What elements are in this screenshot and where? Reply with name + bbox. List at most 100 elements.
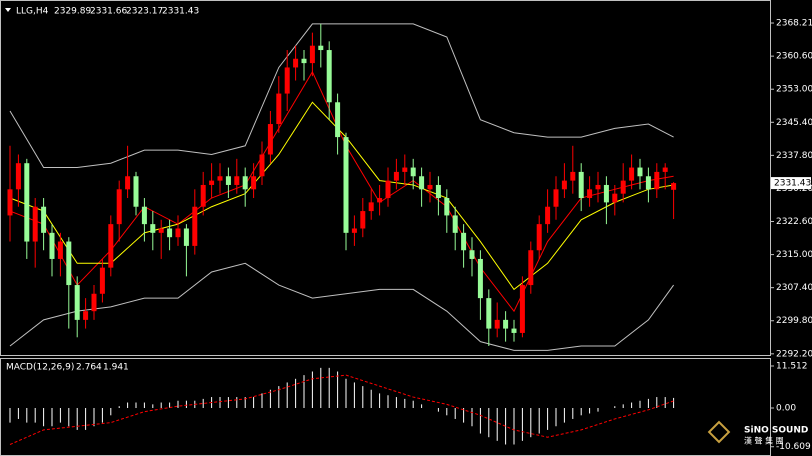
price-marker-label: 2331.43 xyxy=(774,179,811,189)
y-tick-label: 2337.80 xyxy=(776,151,812,161)
candle-body xyxy=(234,176,240,185)
candle-body xyxy=(435,184,441,199)
candle-body xyxy=(108,224,114,268)
macd-pane xyxy=(0,358,771,456)
candle-body xyxy=(519,285,525,333)
indicator-line xyxy=(9,262,675,351)
candle-body xyxy=(603,184,609,203)
candle-body xyxy=(242,176,248,190)
candle-body xyxy=(377,198,383,203)
candle-body xyxy=(309,45,315,64)
logo-mark xyxy=(707,420,731,444)
candle-body xyxy=(561,180,567,190)
candle-body xyxy=(477,258,483,299)
y-tick-label: 0.00 xyxy=(776,404,796,414)
candle-body xyxy=(192,206,198,246)
candle-body xyxy=(66,241,72,286)
candle-body xyxy=(41,206,47,233)
candle-body xyxy=(528,250,534,286)
candle-body xyxy=(578,171,584,199)
y-tick-label: 11.512 xyxy=(776,361,808,371)
candle-body xyxy=(360,211,366,229)
candle-body xyxy=(125,176,131,190)
logo-subtitle: 漢 聲 集 團 xyxy=(744,436,784,446)
candle-body xyxy=(511,328,517,333)
candle-body xyxy=(444,198,450,216)
candle-body xyxy=(587,189,593,199)
candle-body xyxy=(150,224,156,233)
price-pane xyxy=(0,0,771,356)
candle-body xyxy=(83,311,89,320)
candle-body xyxy=(318,45,324,51)
candle-body xyxy=(486,298,492,329)
logo-text: SiNO SOUND xyxy=(744,426,808,436)
candle-body xyxy=(284,67,290,94)
indicator-line xyxy=(9,23,674,169)
y-tick-label: 2315.00 xyxy=(776,250,812,260)
candle-body xyxy=(368,202,374,212)
candle-body xyxy=(662,167,668,172)
candle-body xyxy=(175,228,181,238)
candle-body xyxy=(427,184,433,190)
candle-body xyxy=(225,176,231,185)
candle-body xyxy=(620,180,626,194)
candle-body xyxy=(116,189,122,225)
candle-body xyxy=(351,228,357,233)
y-tick-label: 2307.40 xyxy=(776,283,812,293)
candle-body xyxy=(503,319,509,329)
menu-arrow xyxy=(5,8,11,12)
signal-line xyxy=(9,374,674,445)
y-tick-label: 2345.40 xyxy=(776,118,812,128)
candle-body xyxy=(15,163,21,190)
candle-body xyxy=(469,250,475,259)
candle-body xyxy=(595,184,601,190)
logo: SiNO SOUND 漢 聲 集 團 xyxy=(707,420,808,446)
candle-body xyxy=(410,167,416,177)
high: 2331.66 xyxy=(90,7,127,17)
candle-body xyxy=(637,167,643,177)
candle-body xyxy=(461,232,467,251)
y-tick-label: 2322.60 xyxy=(776,217,812,227)
y-tick-label: 2368.21 xyxy=(776,19,812,29)
signal-value: 1.941 xyxy=(103,363,129,373)
candle-body xyxy=(629,167,635,181)
candle-body xyxy=(452,215,458,233)
candle-body xyxy=(7,189,13,216)
candle-body xyxy=(209,180,215,185)
candle-body xyxy=(91,293,97,312)
candle-body xyxy=(301,58,307,64)
candle-body xyxy=(419,176,425,190)
candle-body xyxy=(326,50,332,103)
candle-body xyxy=(99,267,105,294)
candle-body xyxy=(343,137,349,233)
macd-title: MACD(12,26,9) xyxy=(6,363,74,373)
close: 2331.43 xyxy=(162,7,199,17)
open: 2329.89 xyxy=(54,7,91,17)
candle-body xyxy=(32,206,38,242)
candle-body xyxy=(217,176,223,181)
candle-body xyxy=(200,184,206,207)
candle-body xyxy=(74,285,80,320)
candle-body xyxy=(49,232,55,259)
candle-body xyxy=(133,176,139,207)
candle-body xyxy=(536,224,542,251)
candle-body xyxy=(183,228,189,246)
candle-body xyxy=(276,93,282,125)
candle-body xyxy=(259,154,265,177)
candle-body xyxy=(267,124,273,155)
y-tick-label: 2299.80 xyxy=(776,316,812,326)
candle-body xyxy=(612,193,618,203)
candle-body xyxy=(158,228,164,233)
candle-body xyxy=(335,102,341,138)
candle-body xyxy=(545,206,551,225)
candle-body xyxy=(645,176,651,190)
y-tick-label: 2353.00 xyxy=(776,85,812,95)
indicator-line xyxy=(9,70,674,313)
candle-body xyxy=(57,241,63,259)
candle-body xyxy=(167,228,173,238)
candle-body xyxy=(402,167,408,172)
candle-body xyxy=(553,189,559,207)
candle-body xyxy=(393,171,399,181)
candle-body xyxy=(251,176,257,190)
